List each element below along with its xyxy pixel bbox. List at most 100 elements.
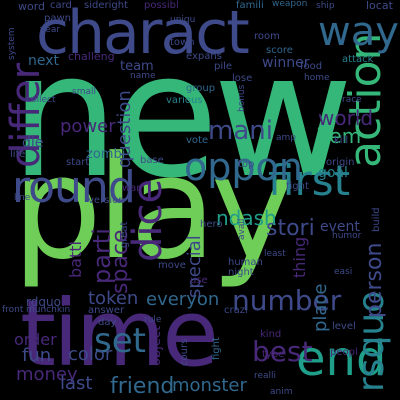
word-rule: rule xyxy=(144,315,162,325)
word-stori: stori xyxy=(266,216,315,241)
word-first: first xyxy=(268,156,351,205)
word-play: play xyxy=(12,126,295,291)
word-event: event xyxy=(320,219,360,235)
word-word: word xyxy=(18,0,46,13)
word-special: special xyxy=(184,235,205,298)
word-amp: amp xyxy=(276,133,296,143)
word-ship: ship xyxy=(316,1,335,11)
word-anim: anim xyxy=(270,387,293,397)
word-monster: monster xyxy=(172,375,247,396)
word-system: system xyxy=(7,27,17,60)
word-year: year xyxy=(40,25,61,35)
word-friend: friend xyxy=(110,374,175,399)
word-collect: collect xyxy=(26,95,56,105)
word-least: least xyxy=(264,249,286,259)
word-expans: expans xyxy=(186,51,222,62)
word-war: war xyxy=(122,183,141,194)
word-kind: kind xyxy=(260,329,282,340)
word-card: card xyxy=(50,0,72,11)
word-level: level xyxy=(332,321,356,332)
word-ndash: ndash xyxy=(216,206,277,230)
word-pile: pile xyxy=(214,61,233,72)
word-oppon: oppon xyxy=(184,145,303,189)
word-lose: lose xyxy=(232,73,253,84)
word-use: use xyxy=(190,275,208,286)
word-world: world xyxy=(318,106,374,130)
word-item: item xyxy=(316,124,362,148)
word-day: day xyxy=(98,317,117,328)
word-humor: humor xyxy=(332,231,362,241)
word-attack: attack xyxy=(342,54,374,65)
word-version: version xyxy=(88,195,125,206)
word-home: home xyxy=(304,73,330,83)
word-answer: answer xyxy=(88,305,125,316)
word-small: small xyxy=(72,87,96,97)
word-team: team xyxy=(120,59,154,74)
word-color: color xyxy=(68,344,113,365)
word-pawn: pawn xyxy=(44,13,71,24)
word-uniqu: uniqu xyxy=(170,15,196,25)
word-person: person xyxy=(362,242,387,318)
word-great: great xyxy=(119,221,130,248)
word-type: type xyxy=(262,349,285,360)
word-thing: thing xyxy=(290,236,309,278)
word-base: base xyxy=(140,155,164,166)
word-order: order xyxy=(14,330,57,349)
word-front: front xyxy=(2,305,24,315)
word-charact: charact xyxy=(36,0,250,68)
word-fun: fun xyxy=(22,345,52,366)
word-realli: realli xyxy=(254,371,277,381)
word-top: top xyxy=(238,159,255,170)
word-human: human xyxy=(228,257,263,268)
word-fight-2: fight xyxy=(286,181,309,192)
word-goal: goal xyxy=(318,165,348,181)
word-move: move xyxy=(158,260,186,271)
word-number: number xyxy=(232,284,342,317)
word-peopl: peopl xyxy=(330,347,358,358)
word-locat: locat xyxy=(366,0,393,12)
word-power: power xyxy=(60,116,116,137)
word-parti: parti xyxy=(88,228,116,284)
word-end: end xyxy=(296,331,387,387)
word-start: start xyxy=(66,157,90,168)
word-group: group xyxy=(186,83,216,94)
word-easi: easi xyxy=(334,267,353,277)
word-zombi: zombi xyxy=(86,147,126,162)
word-crazi: crazi xyxy=(224,305,248,316)
word-fight: fight xyxy=(211,337,222,360)
word-avail: avail xyxy=(237,218,247,240)
word-score: score xyxy=(266,45,293,56)
word-object: object xyxy=(149,325,164,366)
word-battl: battl xyxy=(66,241,85,278)
word-origin: origin xyxy=(326,157,355,168)
word-best: best xyxy=(252,335,313,368)
word-life: life xyxy=(10,149,26,160)
word-money: money xyxy=(16,364,78,385)
word-time: time xyxy=(20,280,219,387)
word-food: food xyxy=(300,61,323,72)
word-new: new xyxy=(10,15,354,216)
word-name: name xyxy=(130,71,156,81)
word-weapon: weapon xyxy=(272,0,308,9)
word-everyon: everyon xyxy=(146,289,220,310)
word-way: way xyxy=(318,9,399,55)
word-place: place xyxy=(310,283,331,332)
word-sideright: sideright xyxy=(84,0,128,11)
word-set: set xyxy=(94,321,146,361)
word-famili: famili xyxy=(236,0,264,11)
word-winner: winner xyxy=(262,55,310,71)
word-hero: hero xyxy=(200,219,223,230)
word-possibl: possibl xyxy=(144,0,179,11)
word-challeng: challeng xyxy=(68,50,115,63)
word-vote: vote xyxy=(186,135,209,146)
word-rdquo: rdquo xyxy=(26,295,61,309)
word-token: token xyxy=(88,288,139,309)
word-build: build xyxy=(371,207,382,232)
word-various: various xyxy=(166,95,203,106)
word-mani: mani xyxy=(208,116,273,146)
word-die: die xyxy=(22,135,44,151)
word-race: race xyxy=(342,95,362,105)
word-line: line xyxy=(14,193,31,203)
word-last: last xyxy=(60,373,93,394)
